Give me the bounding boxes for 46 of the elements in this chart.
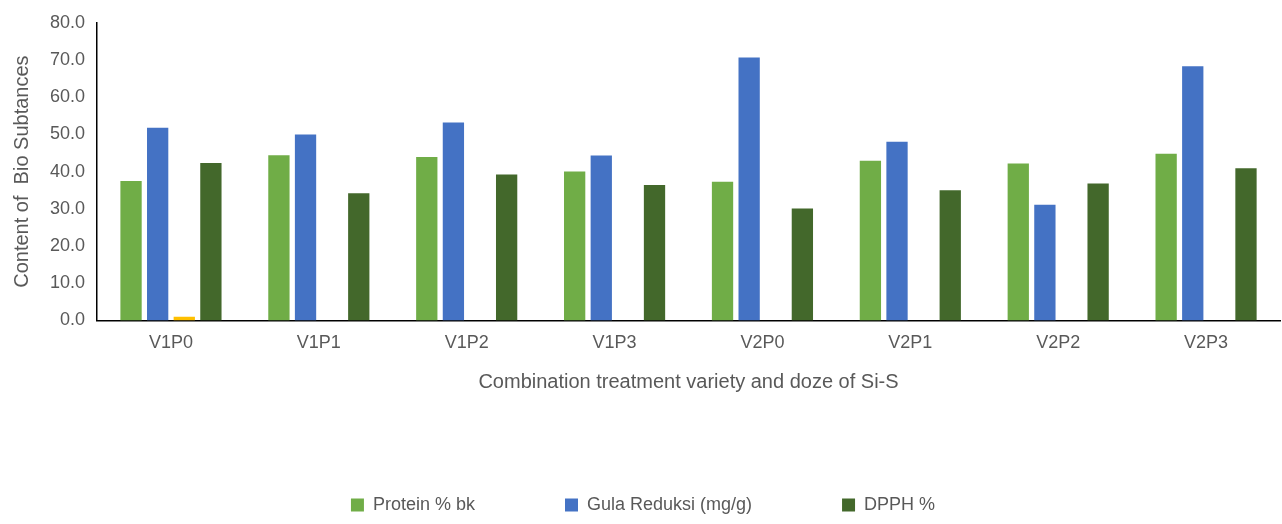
bar xyxy=(1007,163,1029,321)
x-tick-label: V2P1 xyxy=(888,332,933,353)
bar xyxy=(643,184,666,321)
bar xyxy=(294,134,317,321)
bar xyxy=(859,160,882,321)
y-tick-label: 20.0 xyxy=(49,234,86,255)
y-tick-label: 50.0 xyxy=(49,123,86,144)
y-axis-title: Content of Bio Subtances xyxy=(9,55,32,288)
bar xyxy=(564,171,586,321)
bar xyxy=(791,208,814,321)
y-tick-label: 80.0 xyxy=(49,11,86,32)
bar xyxy=(1155,153,1177,321)
bar xyxy=(268,155,290,321)
x-tick-label: V2P0 xyxy=(740,332,785,353)
x-tick-label: V1P3 xyxy=(592,332,637,353)
x-tick-label: V2P3 xyxy=(1184,332,1229,353)
y-tick-label: 30.0 xyxy=(49,197,86,218)
bar xyxy=(738,57,760,321)
bar xyxy=(416,157,438,321)
y-tick-label: 40.0 xyxy=(49,160,86,181)
x-tick-label: V1P0 xyxy=(148,332,193,353)
bar xyxy=(348,193,370,321)
x-axis-title: Combination treatment variety and doze of Si-S xyxy=(478,369,899,392)
x-tick-label: V2P2 xyxy=(1036,332,1081,353)
legend-label: DPPH % xyxy=(864,493,936,514)
bar xyxy=(939,190,961,321)
x-tick-label: V1P2 xyxy=(444,332,489,353)
y-tick-label: 70.0 xyxy=(49,48,86,69)
bar xyxy=(711,181,734,321)
bar xyxy=(120,180,142,321)
bar xyxy=(590,155,612,321)
bar xyxy=(442,122,465,321)
y-tick-label: 10.0 xyxy=(49,272,86,293)
legend-label: Gula Reduksi (mg/g) xyxy=(586,493,753,514)
bar xyxy=(147,127,169,321)
bar xyxy=(1182,66,1204,321)
bar xyxy=(495,174,518,321)
bar xyxy=(886,141,908,321)
bar xyxy=(200,163,222,321)
bar xyxy=(1034,204,1056,321)
y-tick-label: 0.0 xyxy=(60,309,86,330)
x-tick-label: V1P1 xyxy=(296,332,341,353)
legend-label: Protein % bk xyxy=(372,493,476,514)
bar xyxy=(1087,183,1109,321)
bar xyxy=(1235,168,1257,321)
y-tick-label: 60.0 xyxy=(49,86,86,107)
